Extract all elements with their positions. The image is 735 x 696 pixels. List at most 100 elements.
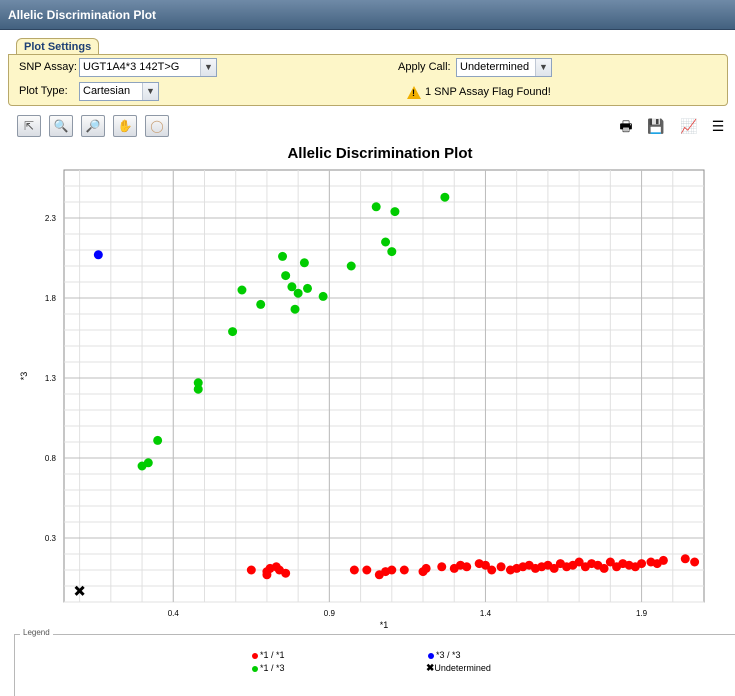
- green-dot-icon: [252, 665, 258, 672]
- snp-assay-select[interactable]: UGT1A4*3 142T>G ▼: [79, 58, 217, 77]
- data-point-1-3[interactable]: [440, 192, 450, 202]
- data-point-1-1[interactable]: [281, 568, 291, 578]
- lasso-icon: ◯: [150, 119, 164, 133]
- legend-panel: [14, 634, 735, 696]
- data-point-1-1[interactable]: [599, 563, 609, 573]
- data-point-1-1[interactable]: [387, 565, 397, 575]
- data-points: [74, 192, 700, 596]
- data-point-1-3[interactable]: [228, 327, 238, 337]
- data-point-1-3[interactable]: [256, 299, 266, 309]
- warning-icon: [407, 86, 421, 99]
- snp-assay-label: SNP Assay:: [19, 61, 77, 73]
- apply-call-value: Undetermined: [460, 61, 530, 73]
- plot-type-select[interactable]: Cartesian ▼: [79, 82, 159, 101]
- data-point-1-3[interactable]: [281, 271, 291, 281]
- y-axis-label: *3: [19, 372, 29, 381]
- data-point-1-1[interactable]: [349, 565, 359, 575]
- data-point-1-1[interactable]: [549, 563, 559, 573]
- snp-assay-value: UGT1A4*3 142T>G: [83, 61, 180, 73]
- x-axis-label: *1: [380, 620, 389, 630]
- legend-item-1-3: *1 / *3: [252, 663, 285, 673]
- y-tick-label: 0.3: [45, 534, 57, 543]
- data-point-3-3[interactable]: [93, 250, 103, 260]
- x-tick-label: 0.4: [168, 609, 180, 618]
- data-point-1-1[interactable]: [658, 555, 668, 565]
- data-point-1-1[interactable]: [462, 562, 472, 572]
- data-point-1-3[interactable]: [237, 285, 247, 295]
- pan-hand-icon: ✋: [117, 119, 133, 133]
- data-point-1-1[interactable]: [605, 557, 615, 567]
- data-point-1-3[interactable]: [318, 291, 328, 301]
- data-point-1-1[interactable]: [574, 557, 584, 567]
- plot-type-value: Cartesian: [83, 85, 131, 97]
- legend-item-label: *3 / *3: [436, 650, 461, 660]
- legend-item-undetermined: ✖Undetermined: [426, 663, 491, 674]
- x-tick-label: 0.9: [324, 609, 336, 618]
- export-icon[interactable]: 💾: [647, 118, 665, 134]
- data-point-1-1[interactable]: [437, 562, 447, 572]
- x-mark-icon: ✖: [426, 663, 435, 674]
- data-point-1-3[interactable]: [153, 435, 163, 445]
- data-point-1-3[interactable]: [290, 304, 300, 314]
- zoom-out-icon: 🔎: [85, 119, 101, 133]
- axis-ticks: 0.4 0.9 1.4 1.9 0.3 0.8 1.3 1.8 2.3: [45, 214, 648, 618]
- data-point-1-3[interactable]: [287, 282, 297, 292]
- data-point-undetermined[interactable]: [74, 585, 85, 596]
- zoom-in-button[interactable]: 🔍: [49, 115, 73, 137]
- plot-area[interactable]: [63, 169, 705, 603]
- data-point-1-3[interactable]: [303, 283, 313, 293]
- zoom-in-icon: 🔍: [53, 119, 69, 133]
- data-point-1-1[interactable]: [421, 563, 431, 573]
- zoom-out-button[interactable]: 🔎: [81, 115, 105, 137]
- print-icon[interactable]: 🖶: [619, 118, 633, 134]
- legend-item-label: Undetermined: [434, 663, 491, 673]
- data-point-1-1[interactable]: [680, 554, 690, 564]
- data-point-1-1[interactable]: [690, 557, 700, 567]
- data-point-1-3[interactable]: [293, 288, 303, 298]
- plot-type-label: Plot Type:: [19, 85, 68, 97]
- y-tick-label: 0.8: [45, 454, 57, 463]
- data-point-1-1[interactable]: [487, 565, 497, 575]
- data-point-1-3[interactable]: [390, 207, 400, 217]
- assay-flag-text[interactable]: 1 SNP Assay Flag Found!: [425, 86, 551, 98]
- data-point-1-3[interactable]: [299, 258, 309, 268]
- y-tick-label: 2.3: [45, 214, 57, 223]
- data-point-1-3[interactable]: [346, 261, 356, 271]
- window-title: Allelic Discrimination Plot: [8, 8, 157, 22]
- legend-item-label: *1 / *1: [260, 650, 285, 660]
- data-point-1-1[interactable]: [246, 565, 256, 575]
- select-arrow-button[interactable]: ⇱: [17, 115, 41, 137]
- tab-plot-settings[interactable]: Plot Settings: [16, 38, 100, 55]
- chevron-down-icon: ▼: [142, 83, 158, 100]
- list-icon[interactable]: ☰: [711, 118, 725, 134]
- data-point-1-1[interactable]: [637, 559, 647, 569]
- data-point-1-3[interactable]: [193, 378, 203, 388]
- data-point-1-3[interactable]: [278, 251, 288, 261]
- y-tick-label: 1.8: [45, 294, 57, 303]
- data-point-1-3[interactable]: [143, 458, 153, 468]
- data-point-1-1[interactable]: [399, 565, 409, 575]
- chevron-down-icon: ▼: [200, 59, 216, 76]
- x-tick-label: 1.9: [636, 609, 648, 618]
- data-point-1-3[interactable]: [381, 237, 391, 247]
- apply-call-label: Apply Call:: [398, 61, 451, 73]
- data-point-1-3[interactable]: [371, 202, 381, 212]
- line-chart-icon[interactable]: 📈: [680, 118, 698, 134]
- data-point-1-1[interactable]: [480, 560, 490, 570]
- data-point-1-3[interactable]: [193, 384, 203, 394]
- legend-title: Legend: [20, 628, 53, 637]
- data-point-1-3[interactable]: [387, 247, 397, 257]
- blue-dot-icon: [428, 652, 434, 659]
- plot-settings-panel: SNP Assay: UGT1A4*3 142T>G ▼ Plot Type: …: [8, 54, 728, 106]
- chevron-down-icon: ▼: [535, 59, 551, 76]
- data-point-1-1[interactable]: [362, 565, 372, 575]
- red-dot-icon: [252, 652, 258, 659]
- legend-item-label: *1 / *3: [260, 663, 285, 673]
- apply-call-select[interactable]: Undetermined ▼: [456, 58, 552, 77]
- pan-button[interactable]: ✋: [113, 115, 137, 137]
- grid-lines: [64, 170, 704, 603]
- allelic-discrimination-chart[interactable]: Allelic Discrimination Plot 0.4 0.9 1.4 1.9…: [0, 140, 735, 632]
- x-tick-label: 1.4: [480, 609, 492, 618]
- data-point-1-1[interactable]: [496, 562, 506, 572]
- lasso-button[interactable]: ◯: [145, 115, 169, 137]
